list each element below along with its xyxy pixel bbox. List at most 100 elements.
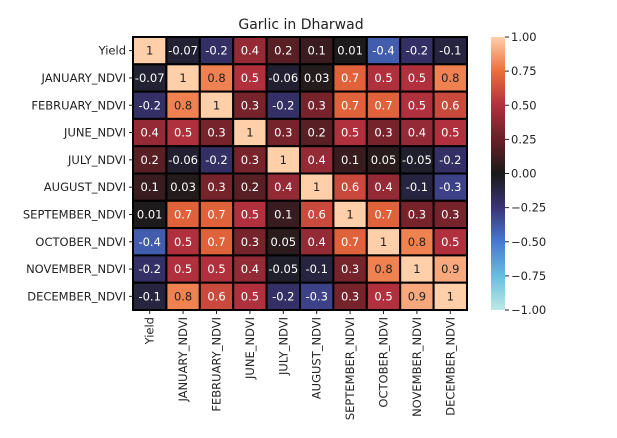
cell-value-label: 0.5 — [441, 126, 459, 140]
cell-value-label: 0.7 — [174, 207, 192, 221]
row-tick-label: JANUARY_NDVI — [41, 71, 127, 85]
colorbar-tick-label: −1.00 — [511, 303, 546, 317]
colorbar-tick-label: 0.25 — [511, 132, 537, 146]
cell-value-label: 0.1 — [274, 207, 292, 221]
row-tick-label: OCTOBER_NDVI — [35, 235, 126, 249]
cell-value-label: -0.2 — [272, 98, 294, 112]
heatmap-cell — [432, 63, 469, 93]
cell-value-label: 0.5 — [374, 289, 392, 303]
heatmap-cell — [399, 199, 435, 230]
cell-value-label: 0.8 — [174, 98, 192, 112]
cell-value-label: 0.6 — [441, 98, 459, 112]
cell-value-label: 0.7 — [374, 98, 392, 112]
cell-value-label: 0.3 — [241, 153, 259, 167]
cell-value-label: 0.3 — [308, 98, 326, 112]
row-tick-labels: Yield JANUARY_NDVI FEBRUARY_NDVI JUNE_NDVI J… — [23, 44, 133, 303]
column-tick-label: JANUARY_NDVI — [176, 317, 190, 403]
cell-value-label: 0.7 — [374, 207, 392, 221]
heatmap-cell — [232, 227, 268, 257]
cell-value-label: 0.6 — [308, 207, 326, 221]
row-tick-label: AUGUST_NDVI — [44, 180, 126, 194]
heatmap-cell — [365, 281, 402, 312]
cell-value-label: 0.3 — [408, 207, 426, 221]
row-tick-label: NOVEMBER_NDVI — [26, 262, 126, 276]
cell-value-label: -0.07 — [135, 71, 165, 85]
cell-value-label: 0.8 — [408, 235, 426, 249]
cell-value-label: 0.4 — [408, 126, 426, 140]
cell-value-label: 0.7 — [207, 207, 225, 221]
cell-value-label: -0.05 — [268, 262, 298, 276]
cell-value-label: -0.1 — [138, 289, 160, 303]
cell-value-label: 0.9 — [408, 289, 426, 303]
cell-value-label: 0.2 — [141, 153, 159, 167]
colorbar-tick-label: 0.50 — [511, 98, 537, 112]
cell-value-label: 0.1 — [341, 153, 359, 167]
cell-value-label: 0.3 — [207, 126, 225, 140]
heatmap-cell — [365, 36, 402, 66]
cell-value-label: 0.4 — [241, 262, 259, 276]
cell-value-label: 0.1 — [141, 180, 159, 194]
cell-value-label: 1 — [280, 153, 287, 167]
cell-value-label: 0.5 — [408, 98, 426, 112]
row-tick-label: JULY_NDVI — [67, 153, 126, 167]
heatmap-cell — [365, 199, 402, 230]
cell-value-label: 0.8 — [374, 262, 392, 276]
heatmap-cell — [399, 63, 435, 93]
cell-value-label: 0.01 — [137, 207, 163, 221]
cell-value-label: 0.4 — [308, 235, 326, 249]
cell-value-label: 1 — [380, 235, 387, 249]
cell-value-label: 0.4 — [274, 180, 292, 194]
colorbar-tick-label: 0.00 — [511, 167, 537, 181]
cell-value-label: 0.5 — [341, 126, 359, 140]
cell-value-label: 0.5 — [207, 262, 225, 276]
heatmap-grid: 1 -0.07 -0.2 0.4 0.2 0.1 0.01 -0.4 -0.2 -0.1 -0.07… — [132, 36, 469, 312]
cell-value-label: 1 — [346, 207, 353, 221]
cell-value-label: 0.8 — [174, 289, 192, 303]
cell-value-label: 0.5 — [374, 71, 392, 85]
heatmap-cell — [132, 199, 168, 230]
column-tick-label: FEBRUARY_NDVI — [210, 317, 224, 412]
cell-value-label: 0.3 — [241, 98, 259, 112]
cell-value-label: -0.4 — [138, 235, 160, 249]
cell-value-label: 0.4 — [241, 44, 259, 58]
cell-value-label: -0.2 — [406, 44, 428, 58]
heatmap-cell — [299, 145, 335, 175]
cell-value-label: 0.05 — [270, 235, 296, 249]
cell-value-label: -0.2 — [138, 98, 160, 112]
cell-value-label: 0.4 — [308, 153, 326, 167]
cell-value-label: -0.06 — [168, 153, 198, 167]
column-tick-label: NOVEMBER_NDVI — [410, 317, 424, 417]
cell-value-label: -0.4 — [372, 44, 394, 58]
row-tick-label: SEPTEMBER_NDVI — [23, 207, 126, 221]
column-tick-label: Yield — [143, 317, 157, 345]
heatmap-cell — [232, 172, 268, 202]
column-tick-labels: Yield JANUARY_NDVI FEBRUARY_NDVI JUNE_NDVI J… — [143, 310, 457, 420]
cell-value-label: 1 — [179, 71, 186, 85]
cell-value-label: 1 — [313, 180, 320, 194]
colorbar-tick-label: −0.75 — [511, 269, 546, 283]
cell-value-label: 0.5 — [241, 71, 259, 85]
cell-value-label: 0.8 — [441, 71, 459, 85]
cell-value-label: 0.5 — [241, 289, 259, 303]
cell-value-label: 0.6 — [341, 180, 359, 194]
cell-value-label: 0.5 — [174, 262, 192, 276]
cell-value-label: -0.05 — [402, 153, 432, 167]
cell-value-label: 1 — [413, 262, 420, 276]
column-tick-label: JUNE_NDVI — [243, 317, 257, 380]
cell-value-label: -0.3 — [305, 289, 327, 303]
colorbar-tick-label: 1.00 — [511, 30, 537, 44]
cell-value-label: 0.3 — [374, 126, 392, 140]
cell-value-label: 0.5 — [441, 235, 459, 249]
column-tick-label: DECEMBER_NDVI — [443, 317, 457, 416]
heatmap-cell — [365, 145, 402, 175]
heatmap-cell — [232, 199, 268, 230]
column-tick-label: OCTOBER_NDVI — [377, 317, 391, 408]
heatmap-cell — [165, 227, 201, 257]
colorbar-tick-label: −0.50 — [511, 235, 546, 249]
colorbar-gradient — [491, 37, 505, 310]
cell-value-label: 0.6 — [207, 289, 225, 303]
heatmap-cell — [399, 281, 435, 312]
row-tick-label: Yield — [98, 44, 126, 58]
cell-value-label: 0.7 — [341, 71, 359, 85]
heatmap-cell — [299, 281, 335, 312]
